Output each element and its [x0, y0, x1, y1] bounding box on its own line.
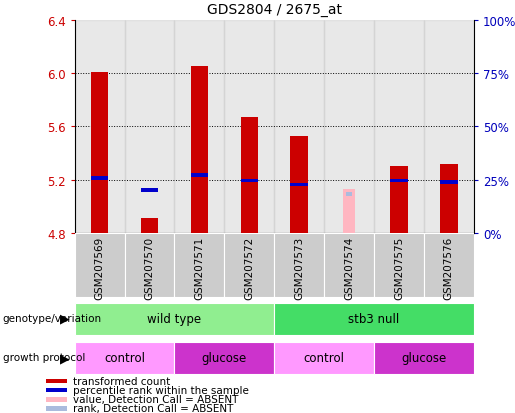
Bar	[440, 180, 458, 184]
Text: genotype/variation: genotype/variation	[3, 313, 101, 323]
Text: ▶: ▶	[60, 312, 70, 325]
Text: growth protocol: growth protocol	[3, 353, 85, 363]
Bar	[390, 167, 408, 233]
Text: GSM207569: GSM207569	[95, 237, 105, 300]
Bar	[91, 73, 108, 233]
Bar	[241, 118, 258, 233]
Bar	[75, 342, 175, 374]
Text: glucose: glucose	[401, 351, 447, 364]
Bar	[374, 21, 424, 233]
Text: value, Detection Call = ABSENT: value, Detection Call = ABSENT	[73, 394, 238, 404]
Bar	[424, 21, 474, 233]
Bar	[91, 176, 108, 180]
Bar	[346, 193, 352, 196]
Bar	[290, 183, 308, 187]
Bar	[274, 303, 474, 335]
Bar	[125, 21, 175, 233]
Text: rank, Detection Call = ABSENT: rank, Detection Call = ABSENT	[73, 403, 233, 413]
Text: GSM207571: GSM207571	[194, 237, 204, 300]
Bar	[175, 342, 274, 374]
Bar	[191, 67, 208, 233]
Title: GDS2804 / 2675_at: GDS2804 / 2675_at	[207, 3, 342, 17]
Bar	[290, 136, 308, 233]
Bar	[274, 342, 374, 374]
Bar	[241, 179, 258, 183]
Text: GSM207572: GSM207572	[244, 237, 254, 300]
Bar	[324, 21, 374, 233]
Text: percentile rank within the sample: percentile rank within the sample	[73, 385, 249, 395]
Text: wild type: wild type	[147, 312, 201, 325]
Text: GSM207575: GSM207575	[394, 237, 404, 300]
Bar	[125, 233, 175, 297]
Bar	[175, 21, 225, 233]
Bar	[440, 164, 458, 233]
Bar	[46, 397, 66, 401]
Bar	[274, 21, 324, 233]
Bar	[75, 21, 125, 233]
Text: transformed count: transformed count	[73, 376, 170, 386]
Bar	[141, 219, 158, 233]
Bar	[141, 188, 158, 192]
Text: ▶: ▶	[60, 351, 70, 364]
Bar	[225, 233, 274, 297]
Text: GSM207570: GSM207570	[145, 237, 154, 299]
Text: GSM207576: GSM207576	[444, 237, 454, 300]
Text: stb3 null: stb3 null	[348, 312, 400, 325]
Bar	[374, 233, 424, 297]
Bar	[274, 233, 324, 297]
Bar	[191, 174, 208, 178]
Bar	[46, 406, 66, 411]
Bar	[225, 21, 274, 233]
Bar	[374, 342, 474, 374]
Bar	[46, 388, 66, 392]
Text: control: control	[304, 351, 345, 364]
Bar	[424, 233, 474, 297]
Bar	[390, 179, 408, 183]
Text: glucose: glucose	[202, 351, 247, 364]
Bar	[75, 303, 274, 335]
Bar	[46, 379, 66, 383]
Bar	[175, 233, 225, 297]
Text: GSM207574: GSM207574	[344, 237, 354, 300]
Bar	[343, 190, 355, 233]
Text: control: control	[104, 351, 145, 364]
Bar	[324, 233, 374, 297]
Bar	[75, 233, 125, 297]
Text: GSM207573: GSM207573	[294, 237, 304, 300]
